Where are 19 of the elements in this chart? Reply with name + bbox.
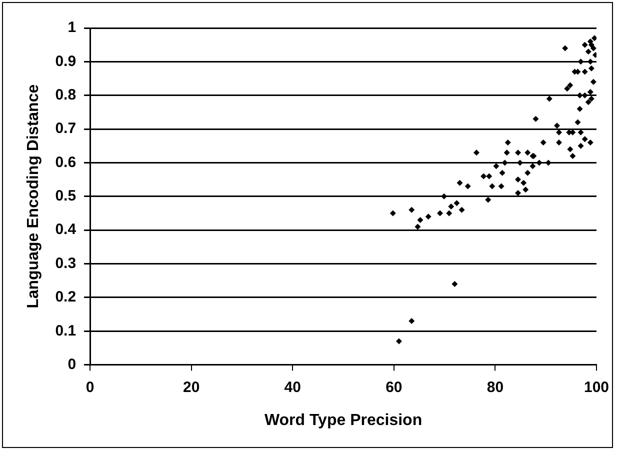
x-tick-label: 0 <box>86 378 94 396</box>
y-tick-label: 0.1 <box>55 322 76 340</box>
y-tick-label: 0 <box>68 356 76 373</box>
y-tick-label: 0.6 <box>55 154 76 171</box>
x-tick-label: 40 <box>284 378 301 396</box>
x-tick-label: 60 <box>386 378 402 396</box>
y-tick-label: 0.7 <box>55 120 76 138</box>
y-tick-label: 0.3 <box>55 254 76 272</box>
y-axis-title: Language Encoding Distance <box>25 84 42 308</box>
x-tick-label: 100 <box>584 378 609 396</box>
y-tick-label: 0.8 <box>55 86 76 104</box>
x-tick-label: 80 <box>486 378 504 396</box>
y-tick-label: 0.2 <box>55 288 76 306</box>
y-tick-label: 0.5 <box>55 188 76 205</box>
y-tick-label: 0.9 <box>55 52 76 70</box>
x-tick-label: 20 <box>182 378 200 396</box>
y-tick-label: 0.4 <box>55 221 77 238</box>
x-axis-title: Word Type Precision <box>264 412 422 429</box>
y-tick-label: 1 <box>68 19 76 36</box>
